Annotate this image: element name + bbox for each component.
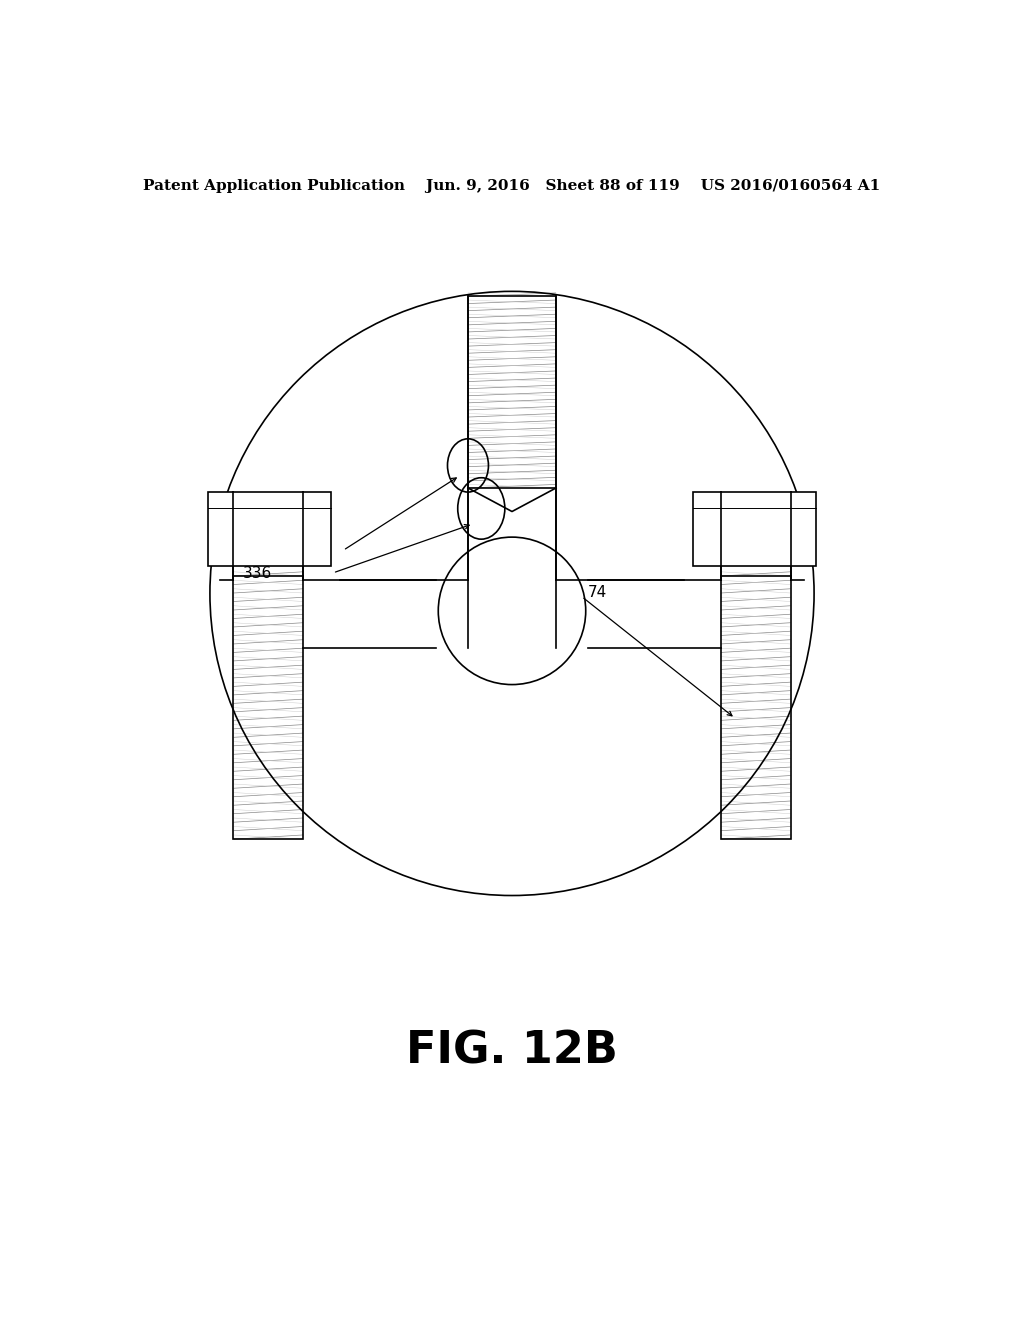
Bar (468, 297, 556, 488)
Text: 74: 74 (588, 585, 607, 599)
Bar (721, 576, 791, 840)
Bar (233, 576, 303, 840)
Bar (693, 492, 816, 566)
Text: Patent Application Publication    Jun. 9, 2016   Sheet 88 of 119    US 2016/0160: Patent Application Publication Jun. 9, 2… (143, 180, 881, 193)
Text: 334: 334 (243, 544, 271, 558)
Bar (208, 492, 331, 566)
Text: 336: 336 (243, 566, 272, 582)
Text: FIG. 12B: FIG. 12B (407, 1030, 617, 1073)
